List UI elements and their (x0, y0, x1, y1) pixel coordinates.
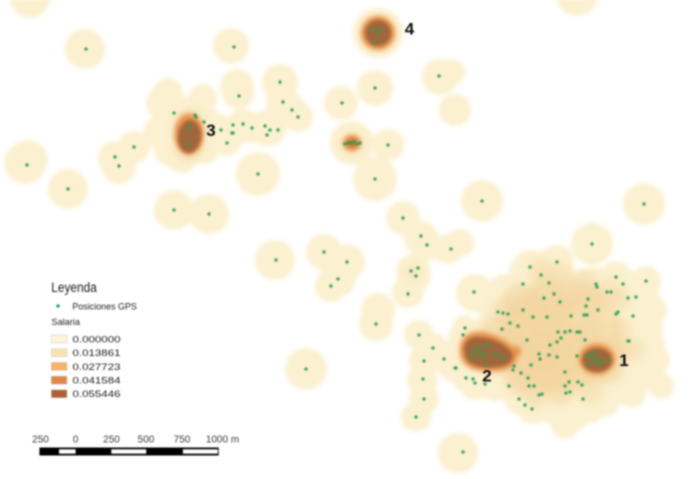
svg-text:2: 2 (482, 367, 491, 386)
svg-text:0.041584: 0.041584 (73, 376, 121, 387)
svg-text:3: 3 (206, 121, 215, 140)
svg-text:250: 250 (32, 435, 49, 446)
svg-text:4: 4 (405, 20, 415, 39)
svg-text:Posiciones GPS: Posiciones GPS (72, 302, 136, 312)
svg-text:0.013861: 0.013861 (73, 348, 121, 359)
svg-text:500: 500 (138, 435, 155, 446)
svg-text:1000 m: 1000 m (206, 435, 239, 446)
svg-text:0.055446: 0.055446 (73, 389, 121, 400)
svg-text:0: 0 (73, 435, 79, 446)
svg-text:250: 250 (103, 435, 120, 446)
svg-text:750: 750 (174, 435, 191, 446)
svg-text:1: 1 (619, 351, 628, 370)
svg-text:0.027723: 0.027723 (73, 362, 121, 373)
svg-text:0.000000: 0.000000 (73, 334, 121, 345)
svg-text:Leyenda: Leyenda (51, 280, 97, 295)
svg-text:Salaria: Salaria (52, 317, 81, 328)
